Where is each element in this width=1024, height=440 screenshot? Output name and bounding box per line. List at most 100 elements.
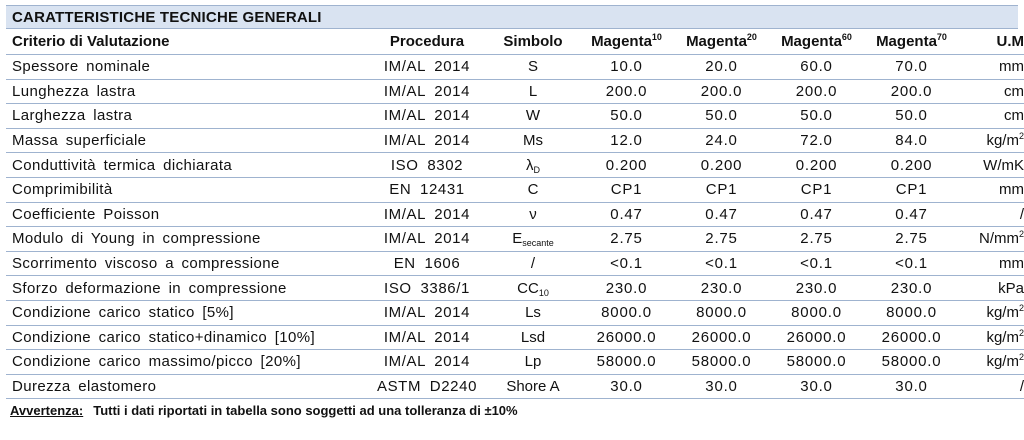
value-cell: CP1 <box>579 177 674 203</box>
value-cell: 58000.0 <box>769 349 864 375</box>
criterio-cell: Sforzo deformazione in compressione <box>6 275 367 301</box>
table-row: Comprimibilità EN 12431 C CP1 CP1 CP1 CP1 mm <box>6 177 1024 203</box>
value-cell: 0.200 <box>579 152 674 178</box>
um-cell: kg/m2 <box>959 128 1024 154</box>
value-cell: <0.1 <box>579 251 674 277</box>
um-text: N/mm <box>978 230 1019 248</box>
simbolo-cell: Esecante <box>487 226 579 252</box>
value-cell: 50.0 <box>864 103 959 129</box>
procedura-cell: ISO 3386/1 <box>367 275 487 301</box>
um-cell: kPa <box>959 275 1024 301</box>
value-cell: 26000.0 <box>674 325 769 351</box>
procedura-cell: IM/AL 2014 <box>367 300 487 326</box>
product-name: Magenta <box>876 33 937 50</box>
value-cell: 2.75 <box>864 226 959 252</box>
um-cell: cm <box>959 79 1024 105</box>
tech-spec-sheet: CARATTERISTICHE TECNICHE GENERALI Criter… <box>6 5 1024 418</box>
um-superscript: 2 <box>1018 303 1024 314</box>
simbolo-text: S <box>527 58 538 76</box>
criterio-cell: Modulo di Young in compressione <box>6 226 367 252</box>
table-row: Scorrimento viscoso a compressione EN 160… <box>6 251 1024 277</box>
um-cell: kg/m2 <box>959 349 1024 375</box>
value-cell: 2.75 <box>579 226 674 252</box>
procedura-cell: ASTM D2240 <box>367 374 487 400</box>
value-cell: 0.47 <box>579 202 674 228</box>
value-cell: CP1 <box>674 177 769 203</box>
table-row: Condizione carico statico+dinamico [10%]… <box>6 325 1024 351</box>
simbolo-cell: λD <box>487 152 579 178</box>
um-cell: mm <box>959 54 1024 80</box>
value-cell: 26000.0 <box>579 325 674 351</box>
table-title: CARATTERISTICHE TECNICHE GENERALI <box>6 5 1018 29</box>
value-cell: 200.0 <box>579 79 674 105</box>
table-row: Massa superficiale IM/AL 2014 Ms 12.0 24.0 72… <box>6 128 1024 154</box>
um-text: mm <box>999 255 1024 273</box>
value-cell: <0.1 <box>674 251 769 277</box>
header-criterio: Criterio di Valutazione <box>6 29 367 55</box>
table-row: Lunghezza lastra IM/AL 2014 L 200.0 200.0 200… <box>6 79 1024 105</box>
simbolo-subscript: 10 <box>538 287 549 298</box>
value-cell: 50.0 <box>769 103 864 129</box>
header-product-1: Magenta10 <box>579 29 674 55</box>
um-cell: W/mK <box>959 152 1024 178</box>
value-cell: CP1 <box>769 177 864 203</box>
value-cell: 8000.0 <box>864 300 959 326</box>
table-row: Conduttività termica dichiarata ISO 8302 λ… <box>6 152 1024 178</box>
value-cell: 230.0 <box>579 275 674 301</box>
criterio-cell: Spessore nominale <box>6 54 367 80</box>
simbolo-subscript: secante <box>522 238 554 249</box>
value-cell: 8000.0 <box>579 300 674 326</box>
value-cell: 70.0 <box>864 54 959 80</box>
value-cell: CP1 <box>864 177 959 203</box>
um-cell: kg/m2 <box>959 325 1024 351</box>
procedura-cell: EN 1606 <box>367 251 487 277</box>
criterio-cell: Condizione carico statico [5%] <box>6 300 367 326</box>
criterio-cell: Scorrimento viscoso a compressione <box>6 251 367 277</box>
criterio-cell: Condizione carico statico+dinamico [10%] <box>6 325 367 351</box>
value-cell: 200.0 <box>674 79 769 105</box>
um-superscript: 2 <box>1018 131 1024 142</box>
header-procedura: Procedura <box>367 29 487 55</box>
simbolo-cell: S <box>487 54 579 80</box>
value-cell: 0.200 <box>864 152 959 178</box>
table-row: Condizione carico massimo/picco [20%] IM/… <box>6 349 1024 375</box>
product-sup: 70 <box>936 32 947 42</box>
simbolo-subscript: D <box>533 164 541 175</box>
criterio-cell: Massa superficiale <box>6 128 367 154</box>
simbolo-text: Shore A <box>506 378 560 396</box>
header-product-3: Magenta60 <box>769 29 864 55</box>
value-cell: 58000.0 <box>864 349 959 375</box>
um-superscript: 2 <box>1018 229 1024 240</box>
value-cell: 30.0 <box>579 374 674 400</box>
product-sup: 10 <box>651 32 662 42</box>
value-cell: 230.0 <box>864 275 959 301</box>
simbolo-cell: C <box>487 177 579 203</box>
table-row: Durezza elastomero ASTM D2240 Shore A 30.0 3… <box>6 374 1024 400</box>
criterio-cell: Coefficiente Poisson <box>6 202 367 228</box>
table-row: Sforzo deformazione in compressione ISO 3… <box>6 275 1024 301</box>
product-sup: 20 <box>746 32 757 42</box>
um-cell: mm <box>959 251 1024 277</box>
simbolo-text: Ms <box>523 132 543 150</box>
um-text: kg/m <box>986 353 1019 371</box>
table-row: Larghezza lastra IM/AL 2014 W 50.0 50.0 50.0 5… <box>6 103 1024 129</box>
product-name: Magenta <box>781 33 842 50</box>
value-cell: 58000.0 <box>674 349 769 375</box>
value-cell: 26000.0 <box>864 325 959 351</box>
value-cell: 8000.0 <box>769 300 864 326</box>
um-text: mm <box>999 58 1024 76</box>
value-cell: 26000.0 <box>769 325 864 351</box>
value-cell: 12.0 <box>579 128 674 154</box>
value-cell: 0.200 <box>674 152 769 178</box>
criterio-cell: Condizione carico massimo/picco [20%] <box>6 349 367 375</box>
um-text: / <box>1019 205 1024 223</box>
value-cell: 230.0 <box>769 275 864 301</box>
simbolo-text: E <box>512 230 523 248</box>
simbolo-cell: Shore A <box>487 374 579 400</box>
procedura-cell: IM/AL 2014 <box>367 79 487 105</box>
simbolo-cell: CC10 <box>487 275 579 301</box>
um-cell: mm <box>959 177 1024 203</box>
um-text: cm <box>1004 107 1024 125</box>
value-cell: 50.0 <box>579 103 674 129</box>
um-text: / <box>1019 378 1024 396</box>
